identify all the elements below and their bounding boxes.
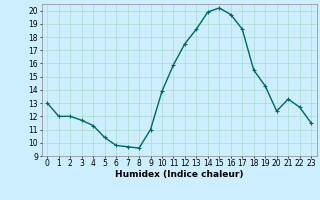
- X-axis label: Humidex (Indice chaleur): Humidex (Indice chaleur): [115, 170, 244, 179]
